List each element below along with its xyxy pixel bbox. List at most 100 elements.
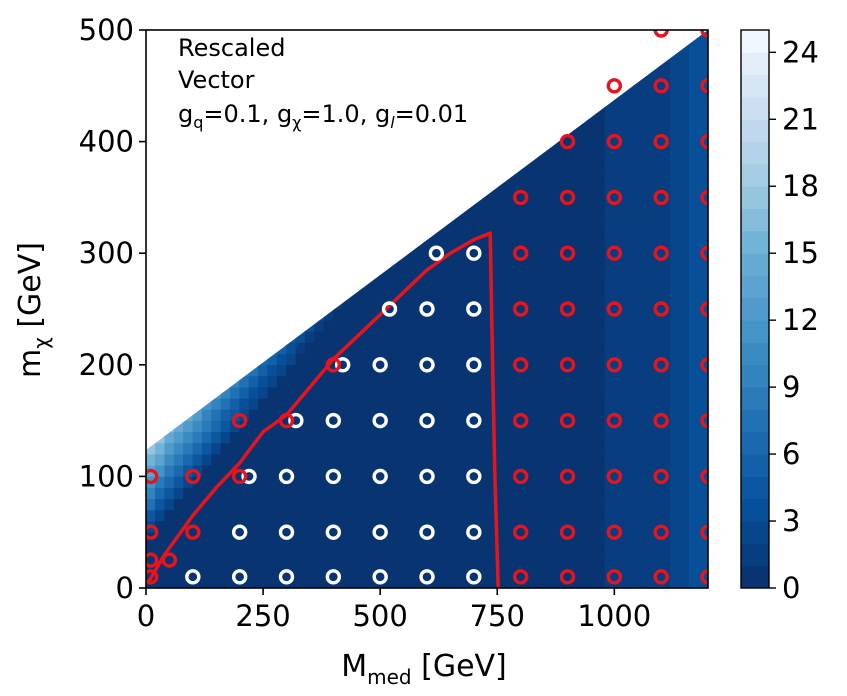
heatmap-cell [211,386,222,399]
heatmap-cell [295,152,306,165]
heatmap-cell [426,52,437,64]
heatmap-cell [426,442,437,455]
heatmap-cell [454,353,465,366]
heatmap-cell [454,141,465,154]
heatmap-cell [351,163,362,176]
heatmap-cell [445,197,456,209]
heatmap-cell [295,464,306,477]
heatmap-cell [642,308,653,321]
heatmap-cell [295,241,306,254]
heatmap-cell [342,174,353,187]
heatmap-cell [595,353,606,366]
heatmap-cell [333,141,343,154]
heatmap-cell [370,52,381,64]
annotation-line-2: Vector [178,66,255,94]
heatmap-cell [417,163,428,176]
heatmap-cell [539,219,550,232]
heatmap-cell [230,308,240,321]
heatmap-cell [688,286,699,299]
heatmap-cell [361,453,372,466]
excluded-point [161,552,178,568]
excluded-point [653,357,669,373]
heatmap-cell [445,464,456,477]
heatmap-cell [370,74,381,87]
heatmap-cell [201,498,212,511]
heatmap-cell [539,342,550,354]
heatmap-cell [183,241,194,254]
heatmap-cell [286,342,297,354]
heatmap-cell [220,141,231,154]
heatmap-cell [576,297,587,310]
heatmap-cell [557,52,568,64]
heatmap-cell [173,565,184,578]
heatmap-cell [623,476,634,488]
heatmap-cell [183,375,194,388]
heatmap-cell [220,130,231,142]
heatmap-cell [576,96,587,109]
y-axis-title-sub: χ [29,337,53,349]
heatmap-cell [361,152,372,165]
heatmap-cell [426,40,437,53]
heatmap-cell [557,275,568,287]
heatmap-cell [389,163,400,176]
heatmap-cell [642,30,653,42]
heatmap-cell [164,96,175,109]
heatmap-cell [304,275,315,287]
heatmap-cell [230,297,240,310]
heatmap-cell [492,30,503,42]
heatmap-cell [286,63,297,75]
heatmap-cell [642,219,653,232]
heatmap-cell [155,431,166,444]
heatmap-cell [651,397,662,410]
heatmap-cell [482,375,493,388]
heatmap-cell [548,308,559,321]
heatmap-cell [595,520,606,533]
heatmap-cell [698,230,708,243]
heatmap-cell [173,364,184,377]
heatmap-cell [295,197,306,209]
heatmap-cell [473,197,484,209]
heatmap-cell [501,197,512,209]
heatmap-cell [670,141,681,154]
heatmap-cell [436,342,447,354]
heatmap-cell [482,386,493,399]
allowed-point [466,468,482,485]
heatmap-cell [295,252,306,265]
heatmap-cell [679,420,690,433]
heatmap-cell [520,342,531,354]
heatmap-cell [614,230,624,243]
heatmap-cell [220,275,231,287]
heatmap-cell [623,252,634,265]
heatmap-cell [567,230,578,243]
heatmap-cell [333,52,343,64]
heatmap-cell [501,386,512,399]
heatmap-cell [230,286,240,299]
heatmap-cell [239,297,250,310]
heatmap-cell [351,520,362,533]
heatmap-cell [576,52,587,64]
heatmap-cell [539,375,550,388]
heatmap-cell [632,141,643,154]
heatmap-cell [623,498,634,511]
heatmap-cell [511,30,521,42]
heatmap-cell [520,208,531,221]
heatmap-cell [333,442,343,455]
heatmap-cell [614,30,624,42]
heatmap-cell [426,130,437,142]
heatmap-cell [379,85,390,98]
gl-symbol: g [375,100,390,128]
heatmap-cell [529,342,540,354]
heatmap-cell [361,63,372,75]
heatmap-cell [614,52,624,64]
heatmap-cell [239,185,250,198]
heatmap-cell [276,264,287,276]
heatmap-cell [220,386,231,399]
heatmap-cell [192,420,203,433]
heatmap-cell [492,297,503,310]
heatmap-cell [595,74,606,87]
heatmap-cell [698,386,708,399]
heatmap-cell [248,397,259,410]
heatmap-cell [642,353,653,366]
heatmap-cell [614,275,624,287]
heatmap-cell [211,286,222,299]
